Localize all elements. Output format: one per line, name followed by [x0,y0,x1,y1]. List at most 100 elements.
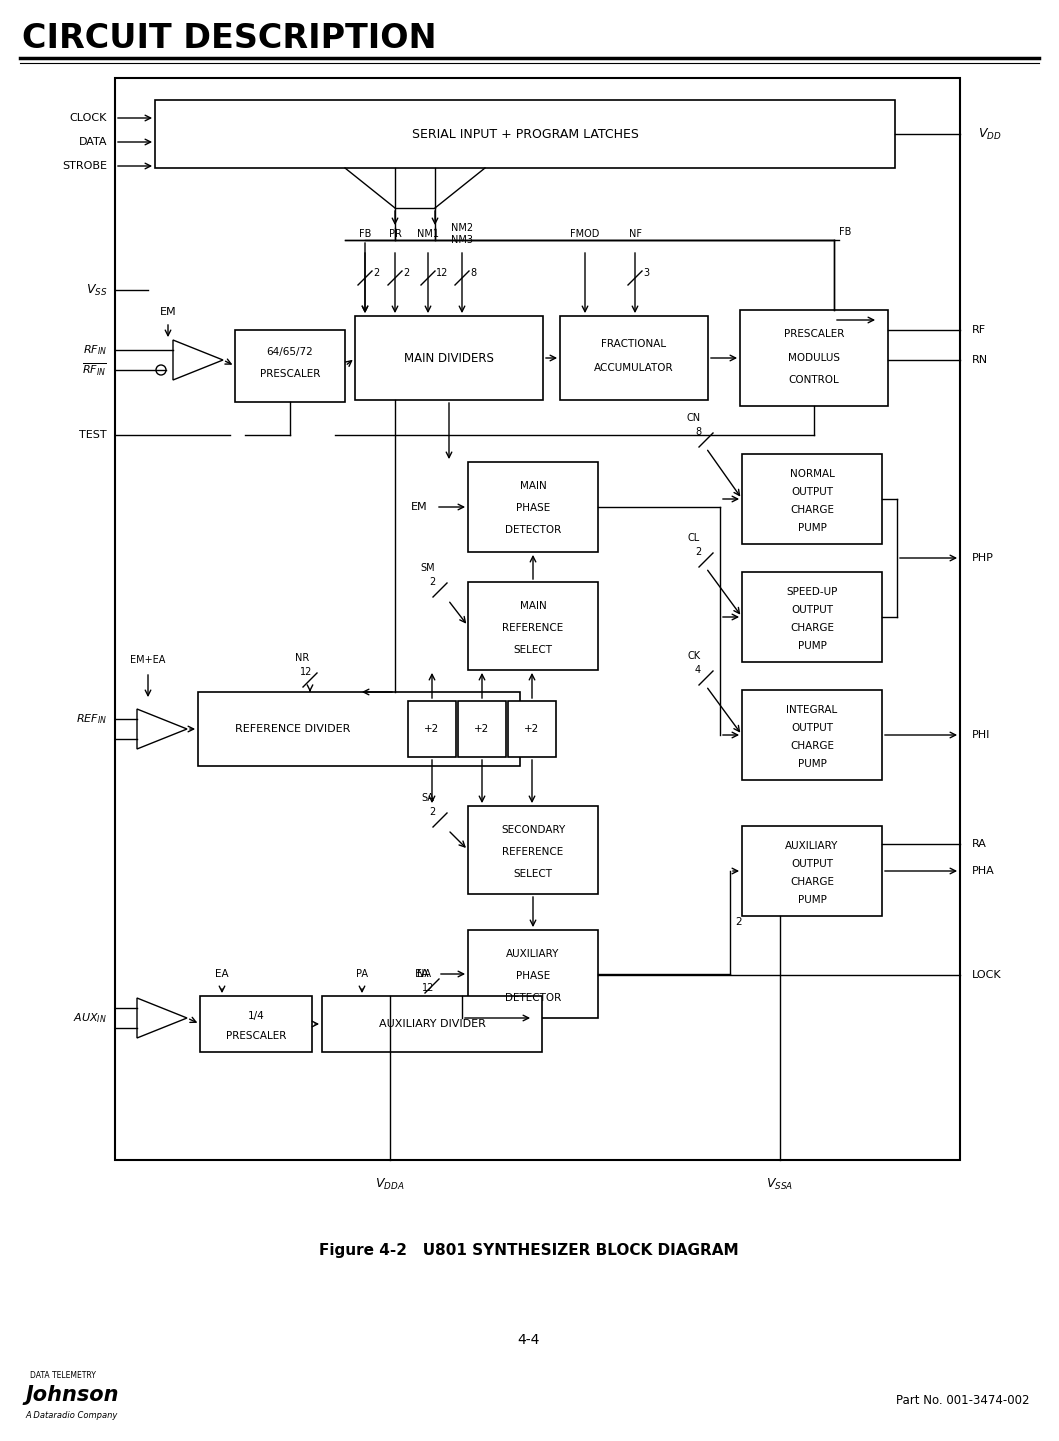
Bar [742,454,882,545]
Text: EM: EM [411,501,428,512]
Text: CONTROL: CONTROL [789,375,840,385]
Text: 4-4: 4-4 [518,1333,540,1347]
Bar [408,700,456,757]
Bar [742,690,882,780]
Text: EM+EA: EM+EA [130,656,165,664]
Bar [200,996,312,1052]
Text: CHARGE: CHARGE [790,878,834,888]
Text: AUXILIARY DIVIDER: AUXILIARY DIVIDER [378,1019,485,1029]
Bar [468,463,598,552]
Text: $REF_{IN}$: $REF_{IN}$ [76,712,107,726]
Text: A Dataradio Company: A Dataradio Company [25,1411,118,1419]
Text: PHASE: PHASE [516,503,550,513]
Text: PUMP: PUMP [797,895,826,905]
Text: $\overline{RF_{IN}}$: $\overline{RF_{IN}}$ [83,362,107,378]
Text: NF: NF [628,229,642,239]
Text: NM2
NM3: NM2 NM3 [451,223,473,245]
Text: DATA: DATA [78,137,107,147]
Text: PHASE: PHASE [516,971,550,981]
Text: ACCUMULATOR: ACCUMULATOR [594,363,674,373]
Text: $V_{SSA}$: $V_{SSA}$ [767,1176,793,1192]
Text: PUMP: PUMP [797,641,826,651]
Text: DETECTOR: DETECTOR [505,525,561,535]
Text: +2: +2 [425,723,439,733]
Bar [468,582,598,670]
Text: NA: NA [417,968,431,978]
Text: 12: 12 [421,983,434,993]
Text: Figure 4-2   U801 SYNTHESIZER BLOCK DIAGRAM: Figure 4-2 U801 SYNTHESIZER BLOCK DIAGRA… [319,1242,739,1258]
Text: CN: CN [687,414,701,424]
Text: SELECT: SELECT [514,869,553,879]
Text: 2: 2 [429,807,435,817]
Bar [742,572,882,661]
Text: CHARGE: CHARGE [790,504,834,514]
Text: 12: 12 [300,667,312,677]
Text: REFERENCE: REFERENCE [502,847,563,857]
Text: 3: 3 [643,268,649,278]
Text: 2: 2 [403,268,409,278]
Text: LOCK: LOCK [972,970,1002,980]
Text: MAIN DIVIDERS: MAIN DIVIDERS [405,352,493,365]
Bar [468,929,598,1017]
Bar [115,78,961,1160]
Text: REFERENCE DIVIDER: REFERENCE DIVIDER [235,723,351,733]
Bar [508,700,556,757]
Text: 8: 8 [695,427,701,437]
Text: MAIN: MAIN [520,601,546,611]
Text: OUTPUT: OUTPUT [791,605,833,615]
Text: SERIAL INPUT + PROGRAM LATCHES: SERIAL INPUT + PROGRAM LATCHES [412,127,639,141]
Bar [155,99,895,169]
Text: CIRCUIT DESCRIPTION: CIRCUIT DESCRIPTION [22,22,436,55]
Text: 64/65/72: 64/65/72 [267,347,313,357]
Text: RA: RA [972,839,987,849]
Text: PHA: PHA [972,866,994,876]
Text: $V_{DDA}$: $V_{DDA}$ [375,1176,405,1192]
Text: EA: EA [415,968,430,978]
Text: PHP: PHP [972,553,994,563]
Text: $RF_{IN}$: $RF_{IN}$ [83,343,107,357]
Text: FRACTIONAL: FRACTIONAL [602,339,666,349]
Text: PUMP: PUMP [797,523,826,533]
Text: PRESCALER: PRESCALER [784,329,844,339]
Bar [198,692,520,767]
Text: PRESCALER: PRESCALER [226,1030,286,1040]
Text: OUTPUT: OUTPUT [791,487,833,497]
Text: FB: FB [359,229,372,239]
Text: PRESCALER: PRESCALER [259,369,320,379]
Text: RN: RN [972,354,988,365]
Text: AUXILIARY: AUXILIARY [786,842,839,852]
Text: NORMAL: NORMAL [790,468,834,478]
Text: STROBE: STROBE [62,161,107,171]
Text: 12: 12 [436,268,448,278]
Text: CHARGE: CHARGE [790,741,834,751]
Text: SELECT: SELECT [514,646,553,656]
Bar [322,996,542,1052]
Text: EA: EA [215,968,229,978]
Text: SECONDARY: SECONDARY [501,826,566,834]
Text: SA: SA [421,793,434,803]
Text: $AUX_{IN}$: $AUX_{IN}$ [73,1012,107,1025]
Text: 2: 2 [373,268,379,278]
Bar [740,310,889,406]
Text: SPEED-UP: SPEED-UP [787,586,838,597]
Text: 1/4: 1/4 [248,1012,265,1022]
Text: Part No. 001-3474-002: Part No. 001-3474-002 [896,1393,1029,1406]
Text: OUTPUT: OUTPUT [791,859,833,869]
Text: 2: 2 [429,576,435,586]
Text: 4: 4 [695,664,701,674]
Bar [355,316,543,401]
Text: EM: EM [160,307,176,317]
Text: 2: 2 [695,548,701,558]
Bar [457,700,506,757]
Bar [468,806,598,893]
Text: CL: CL [688,533,700,543]
Text: 2: 2 [735,916,741,927]
Text: SM: SM [420,563,435,574]
Text: Johnson: Johnson [25,1385,119,1405]
Bar [235,330,345,402]
Text: DATA TELEMETRY: DATA TELEMETRY [30,1370,96,1379]
Text: CLOCK: CLOCK [70,112,107,122]
Text: PUMP: PUMP [797,759,826,769]
Text: CK: CK [687,651,701,661]
Text: MODULUS: MODULUS [788,353,840,363]
